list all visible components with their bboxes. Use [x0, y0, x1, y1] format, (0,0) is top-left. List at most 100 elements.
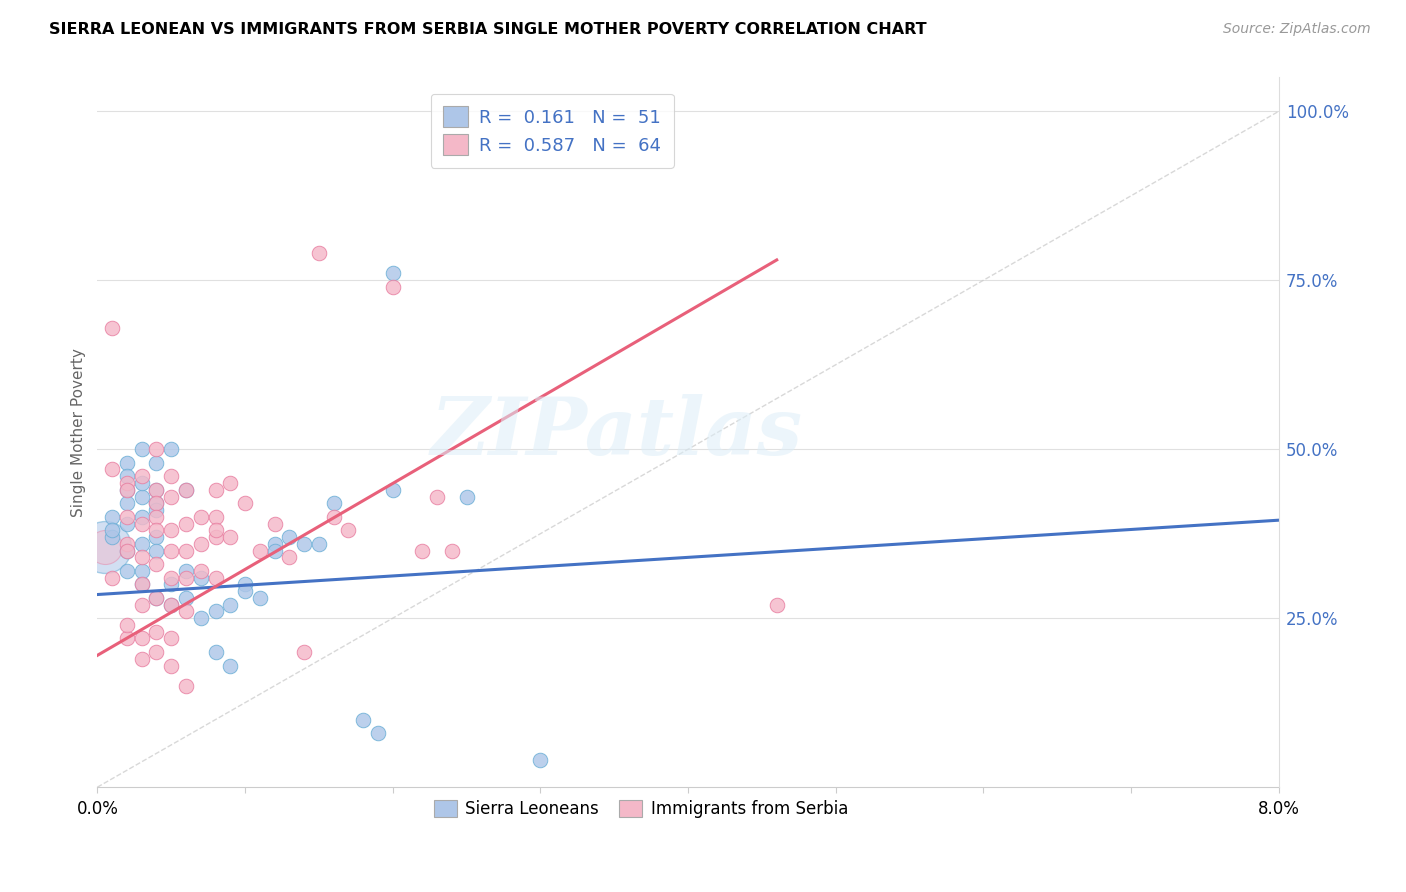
Point	[426, 490, 449, 504]
Point	[101, 462, 124, 476]
Point	[233, 584, 256, 599]
Point	[204, 645, 226, 659]
Point	[174, 516, 197, 531]
Point	[174, 483, 197, 497]
Point	[308, 246, 330, 260]
Point	[145, 496, 167, 510]
Point	[292, 645, 315, 659]
Point	[219, 530, 242, 544]
Point	[145, 503, 167, 517]
Point	[529, 753, 551, 767]
Point	[263, 537, 285, 551]
Point	[115, 475, 138, 490]
Point	[263, 516, 285, 531]
Point	[145, 456, 167, 470]
Text: ZIPatlas: ZIPatlas	[432, 393, 803, 471]
Point	[219, 475, 242, 490]
Point	[160, 524, 183, 538]
Point	[160, 490, 183, 504]
Point	[145, 483, 167, 497]
Point	[190, 571, 212, 585]
Text: Source: ZipAtlas.com: Source: ZipAtlas.com	[1223, 22, 1371, 37]
Point	[115, 543, 138, 558]
Point	[145, 645, 167, 659]
Point	[160, 598, 183, 612]
Point	[292, 537, 315, 551]
Point	[174, 679, 197, 693]
Point	[101, 509, 124, 524]
Point	[160, 571, 183, 585]
Point	[145, 483, 167, 497]
Point	[145, 496, 167, 510]
Point	[145, 524, 167, 538]
Point	[101, 524, 124, 538]
Point	[160, 469, 183, 483]
Point	[174, 591, 197, 605]
Point	[190, 611, 212, 625]
Point	[115, 564, 138, 578]
Point	[160, 632, 183, 646]
Point	[131, 509, 153, 524]
Point	[381, 267, 404, 281]
Point	[115, 632, 138, 646]
Point	[145, 591, 167, 605]
Point	[145, 543, 167, 558]
Point	[145, 624, 167, 639]
Point	[131, 651, 153, 665]
Point	[367, 726, 389, 740]
Point	[440, 543, 463, 558]
Point	[204, 530, 226, 544]
Point	[101, 530, 124, 544]
Point	[115, 483, 138, 497]
Point	[160, 543, 183, 558]
Point	[101, 571, 124, 585]
Point	[115, 618, 138, 632]
Point	[115, 516, 138, 531]
Text: SIERRA LEONEAN VS IMMIGRANTS FROM SERBIA SINGLE MOTHER POVERTY CORRELATION CHART: SIERRA LEONEAN VS IMMIGRANTS FROM SERBIA…	[49, 22, 927, 37]
Point	[233, 577, 256, 591]
Point	[160, 658, 183, 673]
Y-axis label: Single Mother Poverty: Single Mother Poverty	[72, 348, 86, 516]
Point	[204, 483, 226, 497]
Point	[190, 564, 212, 578]
Point	[131, 577, 153, 591]
Point	[115, 537, 138, 551]
Point	[93, 540, 115, 554]
Point	[204, 571, 226, 585]
Point	[765, 598, 787, 612]
Point	[174, 543, 197, 558]
Point	[160, 598, 183, 612]
Point	[204, 524, 226, 538]
Point	[131, 490, 153, 504]
Point	[381, 483, 404, 497]
Point	[233, 496, 256, 510]
Point	[131, 442, 153, 457]
Point	[308, 537, 330, 551]
Point	[131, 577, 153, 591]
Point	[219, 658, 242, 673]
Point	[131, 469, 153, 483]
Point	[190, 537, 212, 551]
Point	[93, 540, 115, 554]
Point	[145, 530, 167, 544]
Point	[131, 632, 153, 646]
Point	[249, 543, 271, 558]
Point	[174, 483, 197, 497]
Point	[115, 543, 138, 558]
Point	[131, 537, 153, 551]
Point	[278, 550, 301, 565]
Point	[411, 543, 433, 558]
Point	[381, 280, 404, 294]
Point	[131, 550, 153, 565]
Point	[145, 591, 167, 605]
Legend: Sierra Leoneans, Immigrants from Serbia: Sierra Leoneans, Immigrants from Serbia	[427, 794, 855, 825]
Point	[278, 530, 301, 544]
Point	[322, 509, 344, 524]
Point	[263, 543, 285, 558]
Point	[115, 456, 138, 470]
Point	[115, 509, 138, 524]
Point	[219, 598, 242, 612]
Point	[204, 604, 226, 618]
Point	[322, 496, 344, 510]
Point	[160, 442, 183, 457]
